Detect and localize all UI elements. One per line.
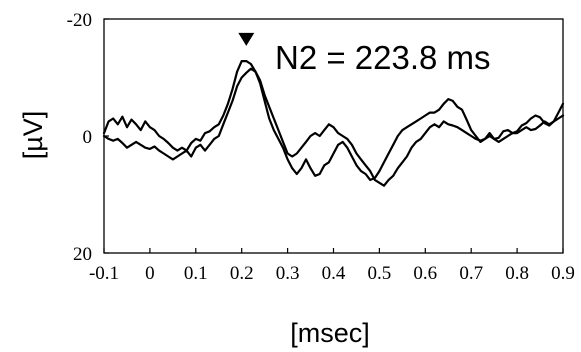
x-tick-label: 0 [145, 263, 155, 284]
x-tick-label: 0.9 [551, 263, 575, 284]
peak-marker-icon [238, 32, 255, 46]
x-tick-label: 0.8 [505, 263, 529, 284]
tick-layer: -0.1 0 0.1 0.2 0.3 0.4 0.5 0.6 0.7 0.8 0.9 -20 0 20 [67, 10, 575, 284]
trace-line-2 [102, 67, 565, 187]
peak-annotation: N2 = 223.8 ms [275, 39, 491, 76]
x-tick-label: 0.1 [184, 263, 208, 284]
trace-line-1 [102, 59, 565, 181]
x-tick-label: 0.6 [413, 263, 437, 284]
y-axis-title: [µV] [18, 111, 48, 160]
y-tick-label: -20 [67, 10, 92, 31]
x-tick-label: 0.2 [230, 263, 254, 284]
x-tick-label: 0.4 [322, 263, 346, 284]
x-axis-title: [msec] [290, 318, 370, 348]
x-tick-label: 0.5 [368, 263, 392, 284]
traces-layer [102, 59, 565, 187]
x-tick-label: 0.7 [459, 263, 483, 284]
y-tick-label: 0 [83, 127, 93, 148]
x-tick-label: -0.1 [89, 263, 119, 284]
x-tick-label: 0.3 [276, 263, 300, 284]
y-tick-label: 20 [73, 244, 92, 265]
